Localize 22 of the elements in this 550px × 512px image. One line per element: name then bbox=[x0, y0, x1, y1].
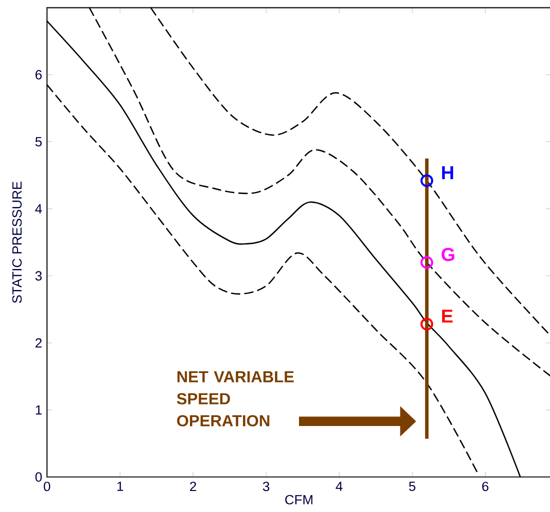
y-tick-label: 5 bbox=[35, 137, 42, 146]
x-axis-title: CFM bbox=[285, 494, 312, 504]
line-series bbox=[46, 20, 521, 478]
x-tick-label: 4 bbox=[336, 482, 342, 491]
y-tick-label: 2 bbox=[36, 338, 42, 348]
y-tick-label: 0 bbox=[35, 472, 42, 482]
x-tick-label: 3 bbox=[262, 482, 270, 492]
y-tick-label: 4 bbox=[35, 204, 42, 214]
x-tick-label: 0 bbox=[44, 482, 50, 492]
series-label: H bbox=[442, 166, 454, 180]
line-series bbox=[46, 84, 479, 474]
y-axis-title: STATIC PRESSURE bbox=[12, 182, 22, 303]
x-tick-label: 5 bbox=[409, 482, 416, 492]
x-tick-label: 2 bbox=[190, 482, 196, 492]
series-label: E bbox=[442, 310, 453, 323]
series-label: G bbox=[442, 248, 454, 262]
y-tick-label: 1 bbox=[36, 405, 42, 415]
annotation: NET VARIABLE SPEED OPERATION bbox=[176, 371, 294, 426]
y-tick-label: 6 bbox=[36, 70, 42, 80]
x-tick-label: 1 bbox=[117, 482, 124, 491]
x-tick-label: 6 bbox=[482, 482, 488, 492]
y-tick-label: 3 bbox=[35, 271, 42, 281]
